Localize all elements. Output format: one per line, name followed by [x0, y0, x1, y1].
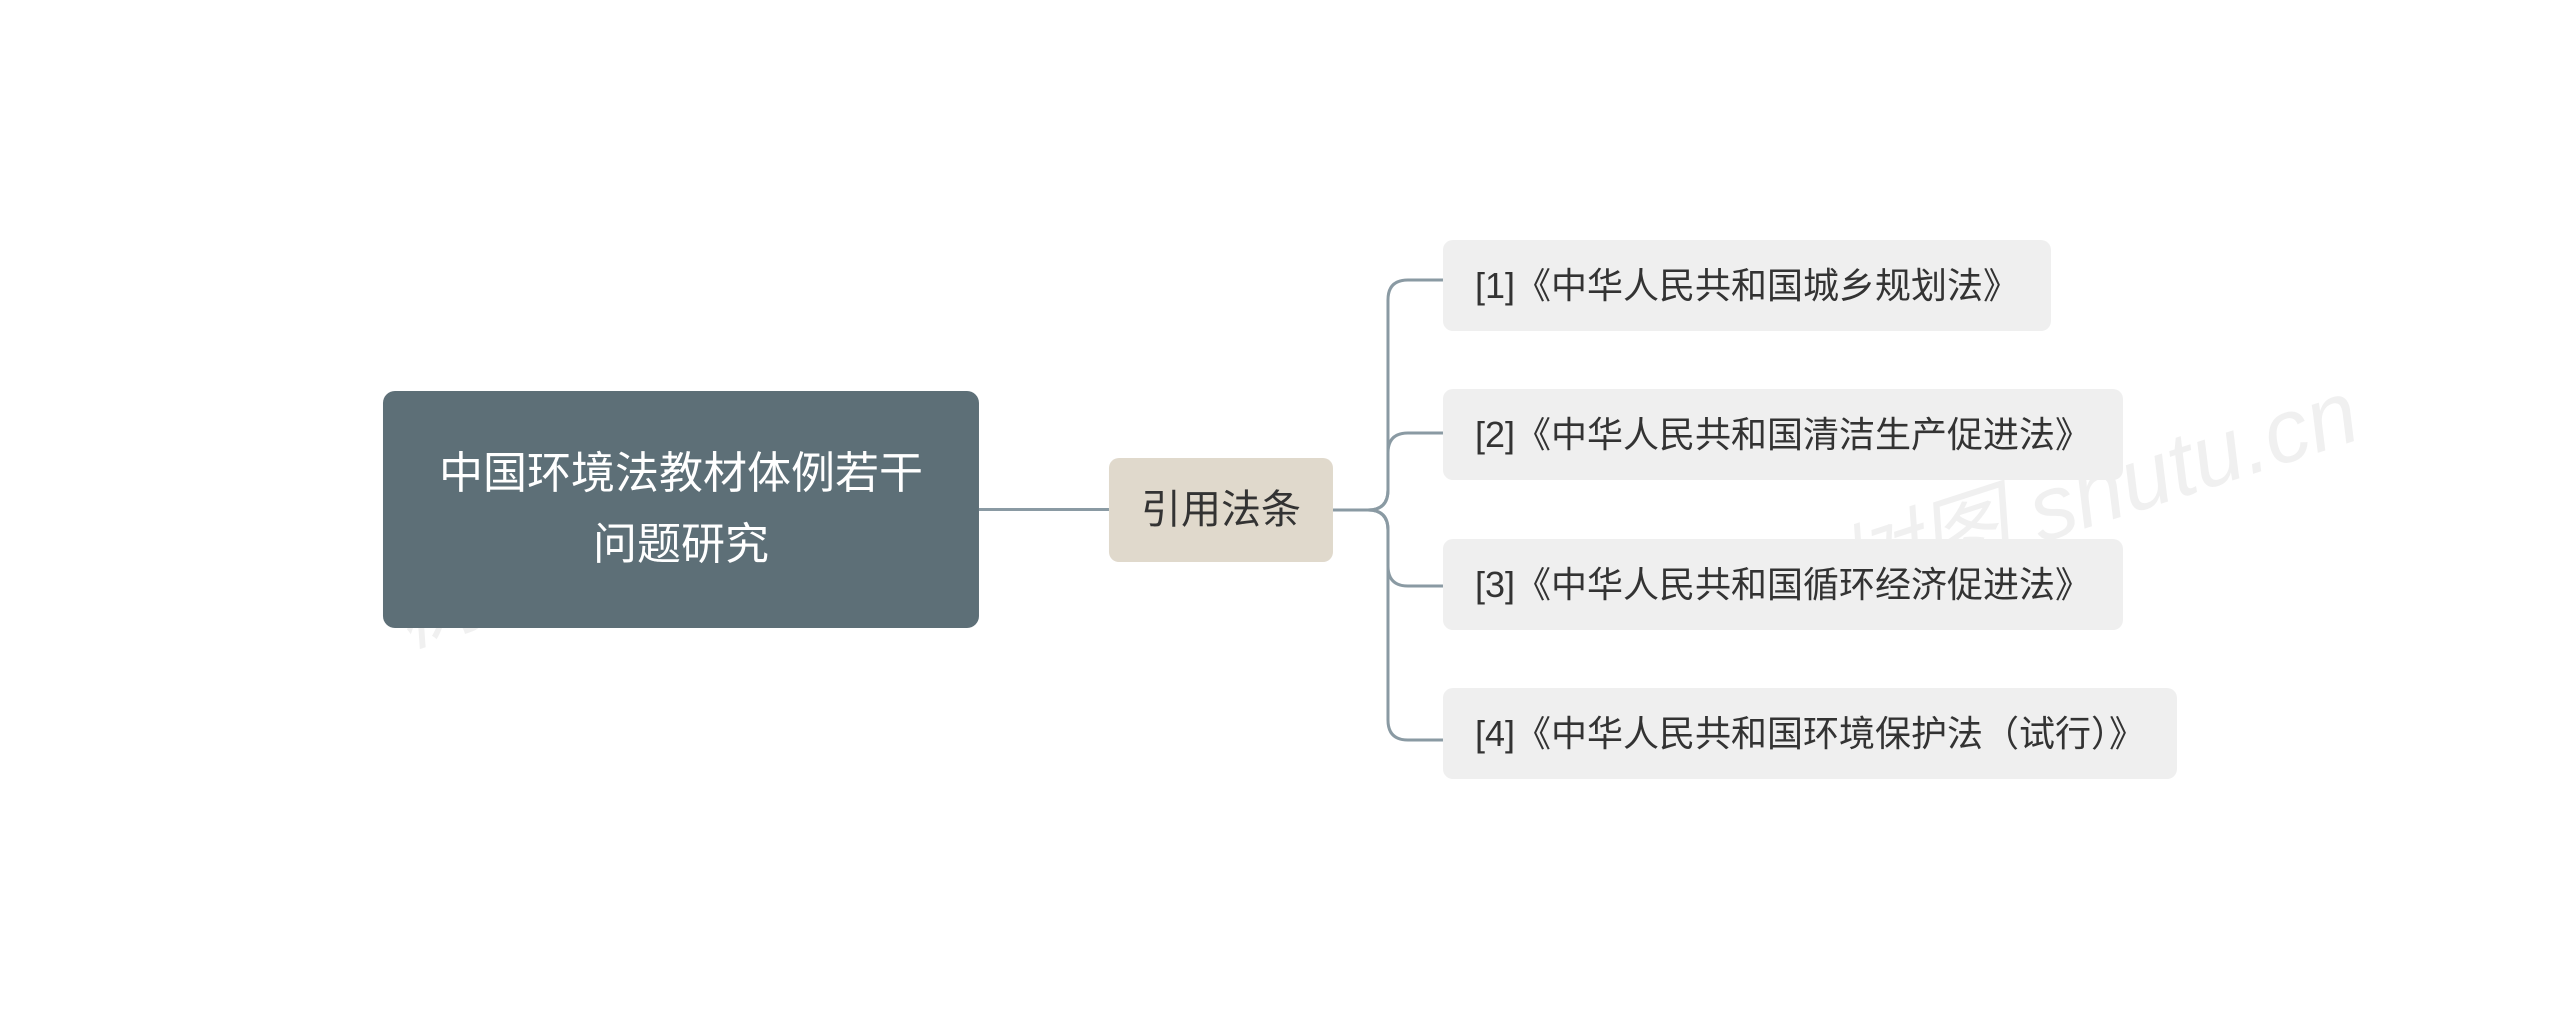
middle-node[interactable]: 引用法条: [1109, 458, 1333, 562]
root-node[interactable]: 中国环境法教材体例若干 问题研究: [383, 391, 979, 628]
connector-branches: [1333, 240, 1443, 780]
mindmap-container: 中国环境法教材体例若干 问题研究 引用法条 [1]《中华人民共和国城乡规划法》 …: [383, 240, 2177, 780]
leaf-column: [1]《中华人民共和国城乡规划法》 [2]《中华人民共和国清洁生产促进法》 [3…: [1443, 240, 2177, 780]
leaf-node-1[interactable]: [1]《中华人民共和国城乡规划法》: [1443, 240, 2051, 331]
connector-root-middle: [979, 508, 1109, 511]
branch-container: [1]《中华人民共和国城乡规划法》 [2]《中华人民共和国清洁生产促进法》 [3…: [1333, 240, 2177, 780]
leaf-node-4[interactable]: [4]《中华人民共和国环境保护法（试行）》: [1443, 688, 2177, 779]
leaf-node-3[interactable]: [3]《中华人民共和国循环经济促进法》: [1443, 539, 2123, 630]
leaf-node-2[interactable]: [2]《中华人民共和国清洁生产促进法》: [1443, 389, 2123, 480]
